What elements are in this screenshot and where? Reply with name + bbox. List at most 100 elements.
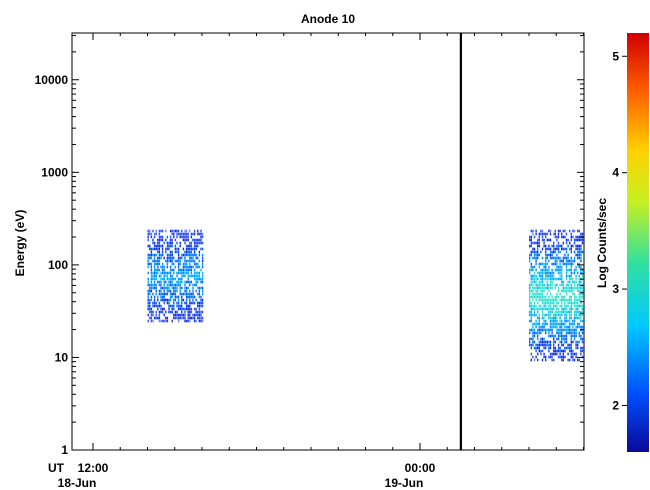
heat-cell <box>189 316 191 320</box>
heat-cell <box>530 316 532 320</box>
heat-cell <box>174 244 177 248</box>
heat-cell <box>577 307 579 311</box>
heat-cell <box>548 244 550 248</box>
heat-cell <box>570 310 572 314</box>
heat-cell <box>200 313 202 317</box>
heat-cell <box>152 319 154 323</box>
heat-cell <box>569 259 571 263</box>
heat-cell <box>532 232 534 236</box>
heat-cell <box>545 307 547 311</box>
heat-cell <box>195 313 197 317</box>
heat-cell <box>165 247 167 251</box>
heat-cell <box>532 280 534 284</box>
heat-cell <box>187 247 189 251</box>
heat-cell <box>153 241 156 245</box>
heat-cell <box>577 229 579 233</box>
heat-cell <box>198 241 201 245</box>
heat-cell <box>556 352 558 356</box>
heat-cell <box>551 301 553 305</box>
heat-cell <box>535 253 537 257</box>
heat-cell <box>573 334 576 338</box>
heat-cell <box>548 331 550 335</box>
heat-cell <box>161 262 164 266</box>
heat-cell <box>147 292 149 296</box>
heat-cell <box>559 250 561 254</box>
heat-cell <box>551 256 553 260</box>
heat-cell <box>541 277 544 281</box>
heat-cell <box>572 322 574 326</box>
heat-cell <box>549 310 552 314</box>
heat-cell <box>570 307 572 311</box>
heat-cell <box>567 325 569 329</box>
heat-cell <box>541 313 544 317</box>
heat-cell <box>173 271 175 275</box>
heat-cell <box>543 295 545 299</box>
heat-cell <box>561 322 563 326</box>
heat-cell <box>570 334 572 338</box>
heat-cell <box>150 316 153 320</box>
heat-cell <box>541 322 544 326</box>
heat-cell <box>577 250 579 254</box>
heat-cell <box>570 250 572 254</box>
heat-cell <box>163 283 165 287</box>
heat-cell <box>201 289 204 293</box>
heat-cell <box>554 346 556 350</box>
heat-cell <box>565 328 568 332</box>
heat-cell <box>578 229 580 233</box>
heat-cell <box>554 256 556 260</box>
heat-cell <box>546 280 548 284</box>
heat-cell <box>580 238 582 242</box>
heat-cell <box>153 259 156 263</box>
heat-cell <box>578 256 580 260</box>
heat-cell <box>201 256 204 260</box>
heat-cell <box>581 238 584 242</box>
heat-cell <box>573 301 576 305</box>
heat-cell <box>158 301 161 305</box>
heat-cell <box>168 277 170 281</box>
heat-cell <box>147 256 149 260</box>
heat-cell <box>538 319 540 323</box>
heat-cell <box>174 277 177 281</box>
heat-cell <box>171 310 173 314</box>
heat-cell <box>176 313 178 317</box>
heat-cell <box>161 298 164 302</box>
heat-cell <box>532 292 534 296</box>
heat-cell <box>541 274 544 278</box>
heat-cell <box>572 235 574 239</box>
heat-cell <box>177 301 180 305</box>
heat-cell <box>165 316 167 320</box>
heat-cell <box>537 334 539 338</box>
heat-cell <box>165 286 167 290</box>
heat-cell <box>561 289 563 293</box>
heat-cell <box>577 346 579 350</box>
heat-cell <box>184 301 186 305</box>
heat-cell <box>184 280 186 284</box>
heat-cell <box>551 271 553 275</box>
heat-cell <box>577 301 579 305</box>
heat-cell <box>535 292 537 296</box>
heat-cell <box>157 265 159 269</box>
heat-cell <box>540 283 542 287</box>
heat-cell <box>545 355 547 359</box>
heat-cell <box>548 343 550 347</box>
heat-cell <box>168 304 170 308</box>
y-tick-label: 100 <box>48 258 68 272</box>
heat-cell <box>538 307 540 311</box>
heat-cell <box>559 229 561 233</box>
heat-cell <box>149 301 151 305</box>
heat-cell <box>171 229 173 233</box>
heat-cell <box>200 247 202 251</box>
heat-cell <box>179 262 181 266</box>
heat-cell <box>553 232 555 236</box>
heat-cell <box>575 280 577 284</box>
heat-cell <box>535 241 537 245</box>
heat-cell <box>184 292 186 296</box>
heat-cell <box>545 295 547 299</box>
heat-cell <box>185 301 188 305</box>
heat-cell <box>529 304 531 308</box>
heat-cell <box>176 295 178 299</box>
heat-cell <box>153 262 156 266</box>
heat-cell <box>187 280 189 284</box>
heat-cell <box>581 304 584 308</box>
